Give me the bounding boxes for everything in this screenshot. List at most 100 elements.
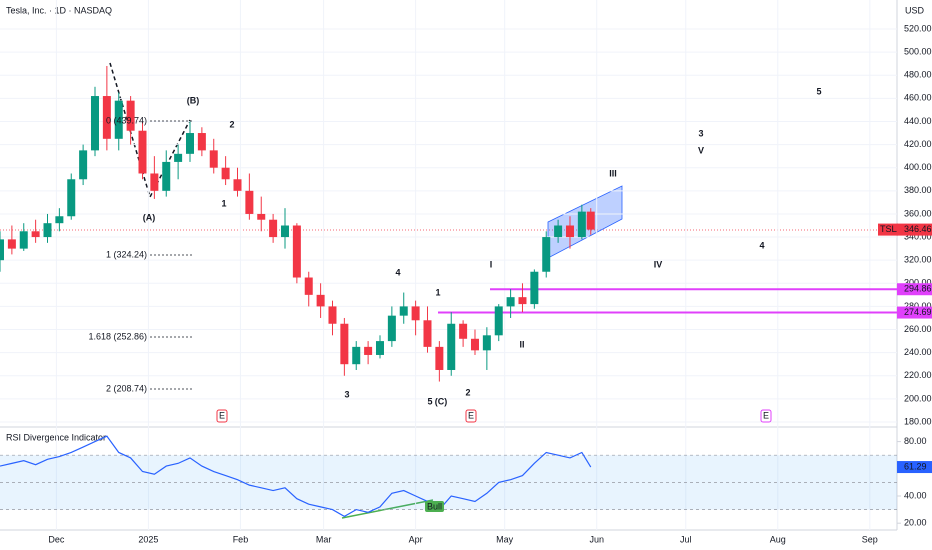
y-tick-label: 480.00 (904, 70, 932, 80)
candle-body (447, 323, 456, 370)
candle-body (292, 225, 301, 278)
candle-body (221, 167, 230, 180)
y-tick-label: 340.00 (904, 231, 932, 241)
candle-body (150, 173, 159, 191)
candle-body (245, 190, 254, 214)
candle-body (340, 323, 349, 365)
wave-label: 5 (427, 396, 432, 406)
candle-body (138, 130, 147, 174)
wave-label: 2 (229, 119, 234, 129)
wave-label: (A) (143, 212, 156, 222)
wave-label: 3 (344, 389, 349, 399)
candle-body (114, 100, 123, 139)
candle-body (162, 161, 171, 191)
candle-body (399, 306, 408, 316)
candle-body (280, 225, 289, 238)
signal-box (425, 501, 444, 512)
x-tick-label: Jun (589, 534, 604, 544)
y-tick-label: 320.00 (904, 255, 932, 265)
wave-label: 2 (465, 387, 470, 397)
fib-label: 1 (324.24) (106, 249, 147, 259)
candle-body (0, 239, 4, 261)
candle-body (19, 231, 28, 249)
candle-body (316, 294, 325, 307)
fib-label: 0 (439.74) (106, 115, 147, 125)
wave-label: (B) (187, 95, 200, 105)
candle-body (304, 277, 313, 295)
y-tick-label: 400.00 (904, 162, 932, 172)
candle-body (257, 213, 266, 220)
candle-body (506, 297, 515, 307)
candle-body (577, 211, 586, 238)
wave-label: III (609, 168, 617, 178)
rsi-tick-label: 20.00 (904, 518, 927, 528)
candle-body (494, 306, 503, 336)
candle-body (126, 100, 135, 131)
earnings-label: E (763, 410, 769, 420)
fib-label: 2 (208.74) (106, 383, 147, 393)
candle-body (435, 346, 444, 370)
wave-label: 1 (435, 287, 440, 297)
earnings-box (216, 409, 228, 423)
candle-body (79, 150, 88, 180)
x-tick-label: Aug (770, 534, 786, 544)
wave-label: 4 (395, 267, 400, 277)
y-tick-label: 520.00 (904, 23, 932, 33)
wave-label: II (519, 339, 524, 349)
candle-body (518, 297, 527, 305)
candle-body (174, 153, 183, 162)
wave-label: 3 (698, 128, 703, 138)
candle-body (586, 211, 595, 230)
wave-label: 5 (816, 86, 821, 96)
candle-body (197, 133, 206, 151)
price-label: 346.46 (904, 224, 932, 234)
candle-body (411, 306, 420, 321)
rsi-tick-label: 80.00 (904, 436, 927, 446)
candle-body (375, 341, 384, 355)
y-tick-label: 360.00 (904, 208, 932, 218)
level-tag (897, 306, 932, 319)
wave-label: V (698, 145, 704, 155)
price-tag (897, 223, 932, 236)
wave-label: IV (654, 259, 663, 269)
x-tick-label: Mar (316, 534, 332, 544)
candle-body (423, 320, 432, 347)
symbol-tag (878, 223, 898, 236)
wave-label: I (490, 259, 493, 269)
candle-body (7, 239, 16, 249)
candle-body (482, 335, 491, 351)
candle-body (470, 338, 479, 351)
y-tick-label: 460.00 (904, 93, 932, 103)
y-tick-label: 500.00 (904, 46, 932, 56)
candle-body (459, 323, 468, 339)
candle-body (55, 216, 64, 224)
zigzag (109, 62, 191, 199)
y-tick-label: 420.00 (904, 139, 932, 149)
y-tick-label: 240.00 (904, 347, 932, 357)
candle-body (554, 225, 563, 238)
unit-label: USD (905, 5, 925, 15)
level-label: 274.69 (904, 307, 932, 317)
rsi-value-label: 61.29 (904, 461, 927, 471)
y-tick-label: 260.00 (904, 324, 932, 334)
earnings-box (760, 409, 772, 423)
earnings-label: E (219, 410, 225, 420)
level-label: 294.86 (904, 284, 932, 294)
x-tick-label: 2025 (138, 534, 158, 544)
y-tick-label: 280.00 (904, 301, 932, 311)
x-tick-label: Dec (48, 534, 65, 544)
candle-body (352, 346, 361, 365)
rsi-band (0, 455, 897, 510)
header-title: Tesla, Inc. · 1D · NASDAQ (6, 5, 112, 15)
x-tick-label: Sep (862, 534, 878, 544)
rsi-tick-label: 40.00 (904, 490, 927, 500)
candle-body (102, 96, 111, 139)
signal-label: Bull (427, 501, 442, 511)
y-tick-label: 300.00 (904, 278, 932, 288)
y-tick-label: 440.00 (904, 116, 932, 126)
candle-body (530, 271, 539, 305)
earnings-box (465, 409, 477, 423)
candle-body (209, 150, 218, 168)
candle-body (269, 219, 278, 238)
